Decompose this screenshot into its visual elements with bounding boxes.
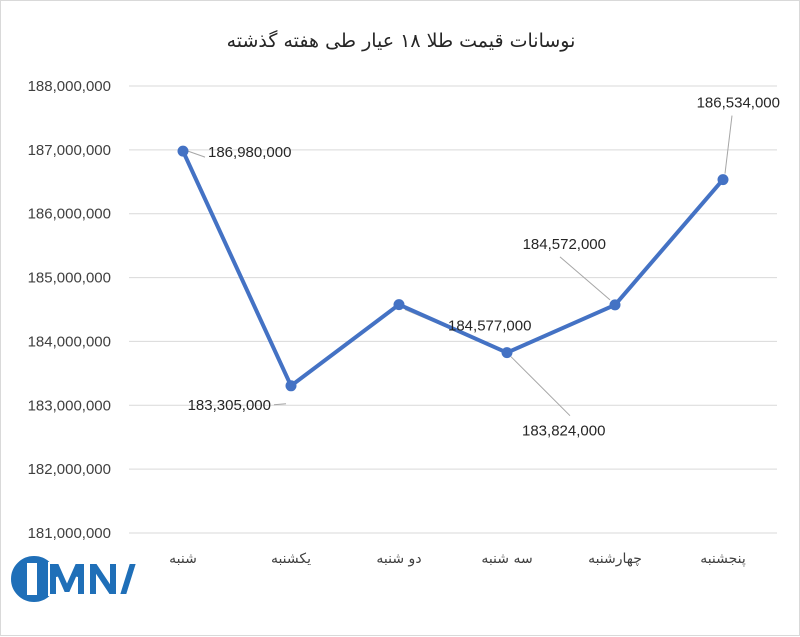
chart-title: نوسانات قیمت طلا ۱۸ عیار طی هفته گذشته: [227, 29, 576, 52]
y-tick-label: 183,000,000: [28, 397, 111, 414]
leader-line: [724, 115, 733, 174]
x-tick-label: یکشنبه: [271, 551, 311, 567]
data-labels: 186,980,000 183,305,000 184,577,000 183,824…: [188, 95, 780, 440]
imna-logo: [9, 554, 139, 604]
data-point: [177, 145, 189, 157]
data-label: 183,305,000: [188, 397, 271, 414]
data-point: [609, 299, 621, 311]
x-tick-label: شنبه: [169, 551, 197, 567]
data-label-leaders: [187, 115, 733, 417]
data-point: [285, 380, 297, 392]
leader-line: [273, 403, 287, 406]
leader-line: [187, 150, 206, 158]
leader-line: [559, 256, 611, 301]
leader-line: [510, 356, 571, 417]
data-point: [717, 174, 729, 186]
y-tick-label: 188,000,000: [28, 78, 111, 95]
y-tick-label: 186,000,000: [28, 206, 111, 223]
data-label: 184,572,000: [523, 236, 606, 253]
data-label: 183,824,000: [522, 423, 605, 440]
x-tick-label: سه شنبه: [481, 551, 532, 567]
y-tick-label: 182,000,000: [28, 461, 111, 478]
y-tick-label: 187,000,000: [28, 142, 111, 159]
x-tick-label: پنجشنبه: [700, 551, 746, 567]
x-axis-ticks: شنبه یکشنبه دو شنبه سه شنبه چهارشنبه پنجشنبه: [169, 551, 746, 567]
data-label: 186,534,000: [697, 95, 780, 112]
y-axis-ticks: 181,000,000 182,000,000 183,000,000 184,000…: [28, 78, 111, 542]
data-label: 186,980,000: [208, 144, 291, 161]
data-point: [393, 299, 405, 311]
y-tick-label: 184,000,000: [28, 333, 111, 350]
data-point: [501, 347, 513, 359]
series: [177, 145, 729, 392]
y-tick-label: 185,000,000: [28, 270, 111, 287]
gridlines: [129, 85, 777, 534]
x-tick-label: دو شنبه: [376, 551, 421, 567]
x-tick-label: چهارشنبه: [588, 551, 642, 567]
series-line: [181, 149, 725, 388]
y-tick-label: 181,000,000: [28, 525, 111, 542]
data-label: 184,577,000: [448, 318, 531, 335]
